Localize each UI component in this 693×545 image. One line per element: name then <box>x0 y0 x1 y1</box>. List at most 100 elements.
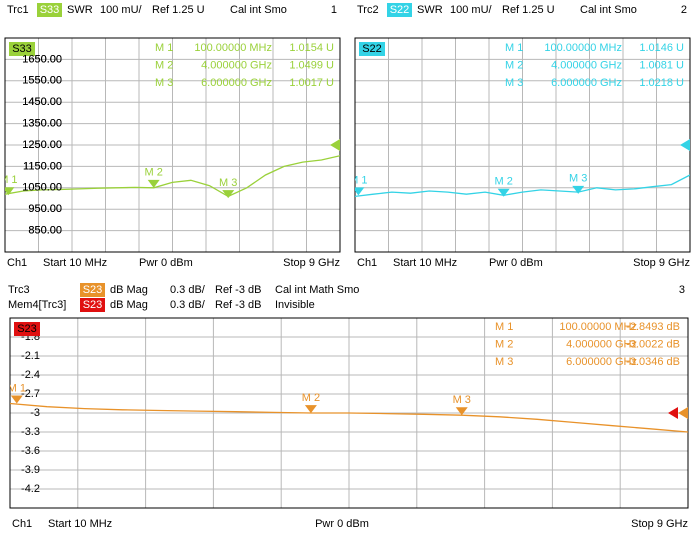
marker-value: 1.0146 U <box>639 42 684 54</box>
y-tick-label: 1450.00 <box>22 96 62 108</box>
footer-field: Stop 9 GHz <box>283 257 340 269</box>
plot-content: M 1 M 2 M 3 <box>0 155 340 199</box>
marker <box>497 188 510 197</box>
marker-label: M 1 <box>8 382 26 394</box>
marker <box>355 187 365 196</box>
channel-number: 2 <box>681 4 687 16</box>
header-field: SWR <box>67 4 93 16</box>
ref-level-arrow <box>680 139 690 151</box>
header-field: Mem4[Trc3] <box>8 299 66 311</box>
trace-tag: S33 <box>12 43 32 55</box>
trace-param: S22 <box>390 4 410 16</box>
y-tick-label: 1050.00 <box>22 182 62 194</box>
header-field: Trc1 <box>7 4 29 16</box>
trace-param-box <box>80 283 105 297</box>
marker-label: M 1 <box>0 174 18 186</box>
footer-field: Pwr 0 dBm <box>489 257 543 269</box>
y-tick-label: 1550.00 <box>22 75 62 87</box>
y-tick-label: -2.4 <box>21 369 40 381</box>
trace-tag: S22 <box>362 43 382 55</box>
header-field: Cal int Math Smo <box>275 284 359 296</box>
footer-field: Stop 9 GHz <box>633 257 690 269</box>
header-field: dB Mag <box>110 284 148 296</box>
marker-name: M 2 <box>505 59 523 71</box>
y-tick-label: 1250.00 <box>22 139 62 151</box>
marker-label: M 1 <box>349 174 367 186</box>
header-field: SWR <box>417 4 443 16</box>
plot-content: M 1 M 2 M 3 <box>349 173 690 198</box>
header-field: Trc3 <box>8 284 30 296</box>
footer-field: Ch1 <box>7 257 27 269</box>
y-tick-label: 950.00 <box>28 203 62 215</box>
marker-name: M 1 <box>495 321 513 333</box>
footer-field: Start 10 MHz <box>393 257 457 269</box>
header-field: Ref -3 dB <box>215 284 261 296</box>
marker <box>5 187 15 196</box>
marker-name: M 3 <box>495 356 513 368</box>
marker-name: M 3 <box>505 77 523 89</box>
trace-tag-box <box>9 42 35 56</box>
y-tick-label: -3.3 <box>21 426 40 438</box>
y-tick-label: 1350.00 <box>22 118 62 130</box>
marker-value: 1.0218 U <box>639 77 684 89</box>
ref-level-arrow <box>330 139 340 151</box>
marker-label: M 2 <box>302 392 320 404</box>
footer-field: Stop 9 GHz <box>631 518 688 530</box>
marker-label: M 3 <box>219 177 237 189</box>
marker-name: M 1 <box>505 42 523 54</box>
footer-field: Ch1 <box>12 518 32 530</box>
y-tick-label: -3 <box>30 407 40 419</box>
y-tick-label: 1650.00 <box>22 53 62 65</box>
marker-label: M 2 <box>145 167 163 179</box>
header-field: 0.3 dB/ <box>170 284 206 296</box>
header-field: Ref -3 dB <box>215 299 261 311</box>
marker <box>455 407 468 416</box>
trace-param: S23 <box>83 284 103 296</box>
y-tick-label: -2.7 <box>21 388 40 400</box>
y-tick-label: -4.2 <box>21 483 40 495</box>
header-field: Ref 1.25 U <box>152 4 205 16</box>
marker-label: M 2 <box>495 176 513 188</box>
trace-param-box <box>387 3 412 17</box>
marker-frequency: 4.000000 GHz <box>201 59 272 71</box>
header-field: Invisible <box>275 299 315 311</box>
marker-frequency: 100.00000 MHz <box>559 321 637 333</box>
header-field: 100 mU/ <box>100 4 143 16</box>
marker-frequency: 6.000000 GHz <box>551 77 622 89</box>
footer-field: Pwr 0 dBm <box>139 257 193 269</box>
marker-value: -3.0022 dB <box>626 338 680 350</box>
header-field: Cal int Smo <box>230 4 287 16</box>
marker <box>304 405 317 414</box>
ref-level-arrow <box>668 407 678 419</box>
y-tick-label: -3.9 <box>21 464 40 476</box>
header-field: 100 mU/ <box>450 4 493 16</box>
marker-frequency: 4.000000 GHz <box>551 59 622 71</box>
footer-field: Start 10 MHz <box>48 518 112 530</box>
trace-param-box <box>80 298 105 312</box>
header-field: Cal int Smo <box>580 4 637 16</box>
marker-label: M 3 <box>453 394 471 406</box>
trace-param-box <box>37 3 62 17</box>
y-tick-label: 950.00 <box>28 203 62 215</box>
marker-label: M 3 <box>569 173 587 185</box>
marker-value: 1.0017 U <box>289 77 334 89</box>
marker-name: M 1 <box>155 42 173 54</box>
marker <box>222 190 235 199</box>
trace-tag-box <box>359 42 385 56</box>
y-tick-label: 1550.00 <box>22 75 62 87</box>
footer-field: Start 10 MHz <box>43 257 107 269</box>
marker <box>572 185 585 194</box>
header-field: Ref 1.25 U <box>502 4 555 16</box>
marker-frequency: 4.000000 GHz <box>566 338 637 350</box>
plot-content: M 1 M 2 M 3 <box>8 382 688 433</box>
y-tick-label: -2.1 <box>21 350 40 362</box>
marker-value: 1.0499 U <box>289 59 334 71</box>
trace-param: S23 <box>83 299 103 311</box>
marker-value: -3.0346 dB <box>626 356 680 368</box>
ref-level-arrow <box>678 407 688 419</box>
footer-field: Ch1 <box>357 257 377 269</box>
channel-number: 3 <box>679 284 685 296</box>
marker-value: 1.0081 U <box>639 59 684 71</box>
trace-tag-box <box>14 322 40 336</box>
